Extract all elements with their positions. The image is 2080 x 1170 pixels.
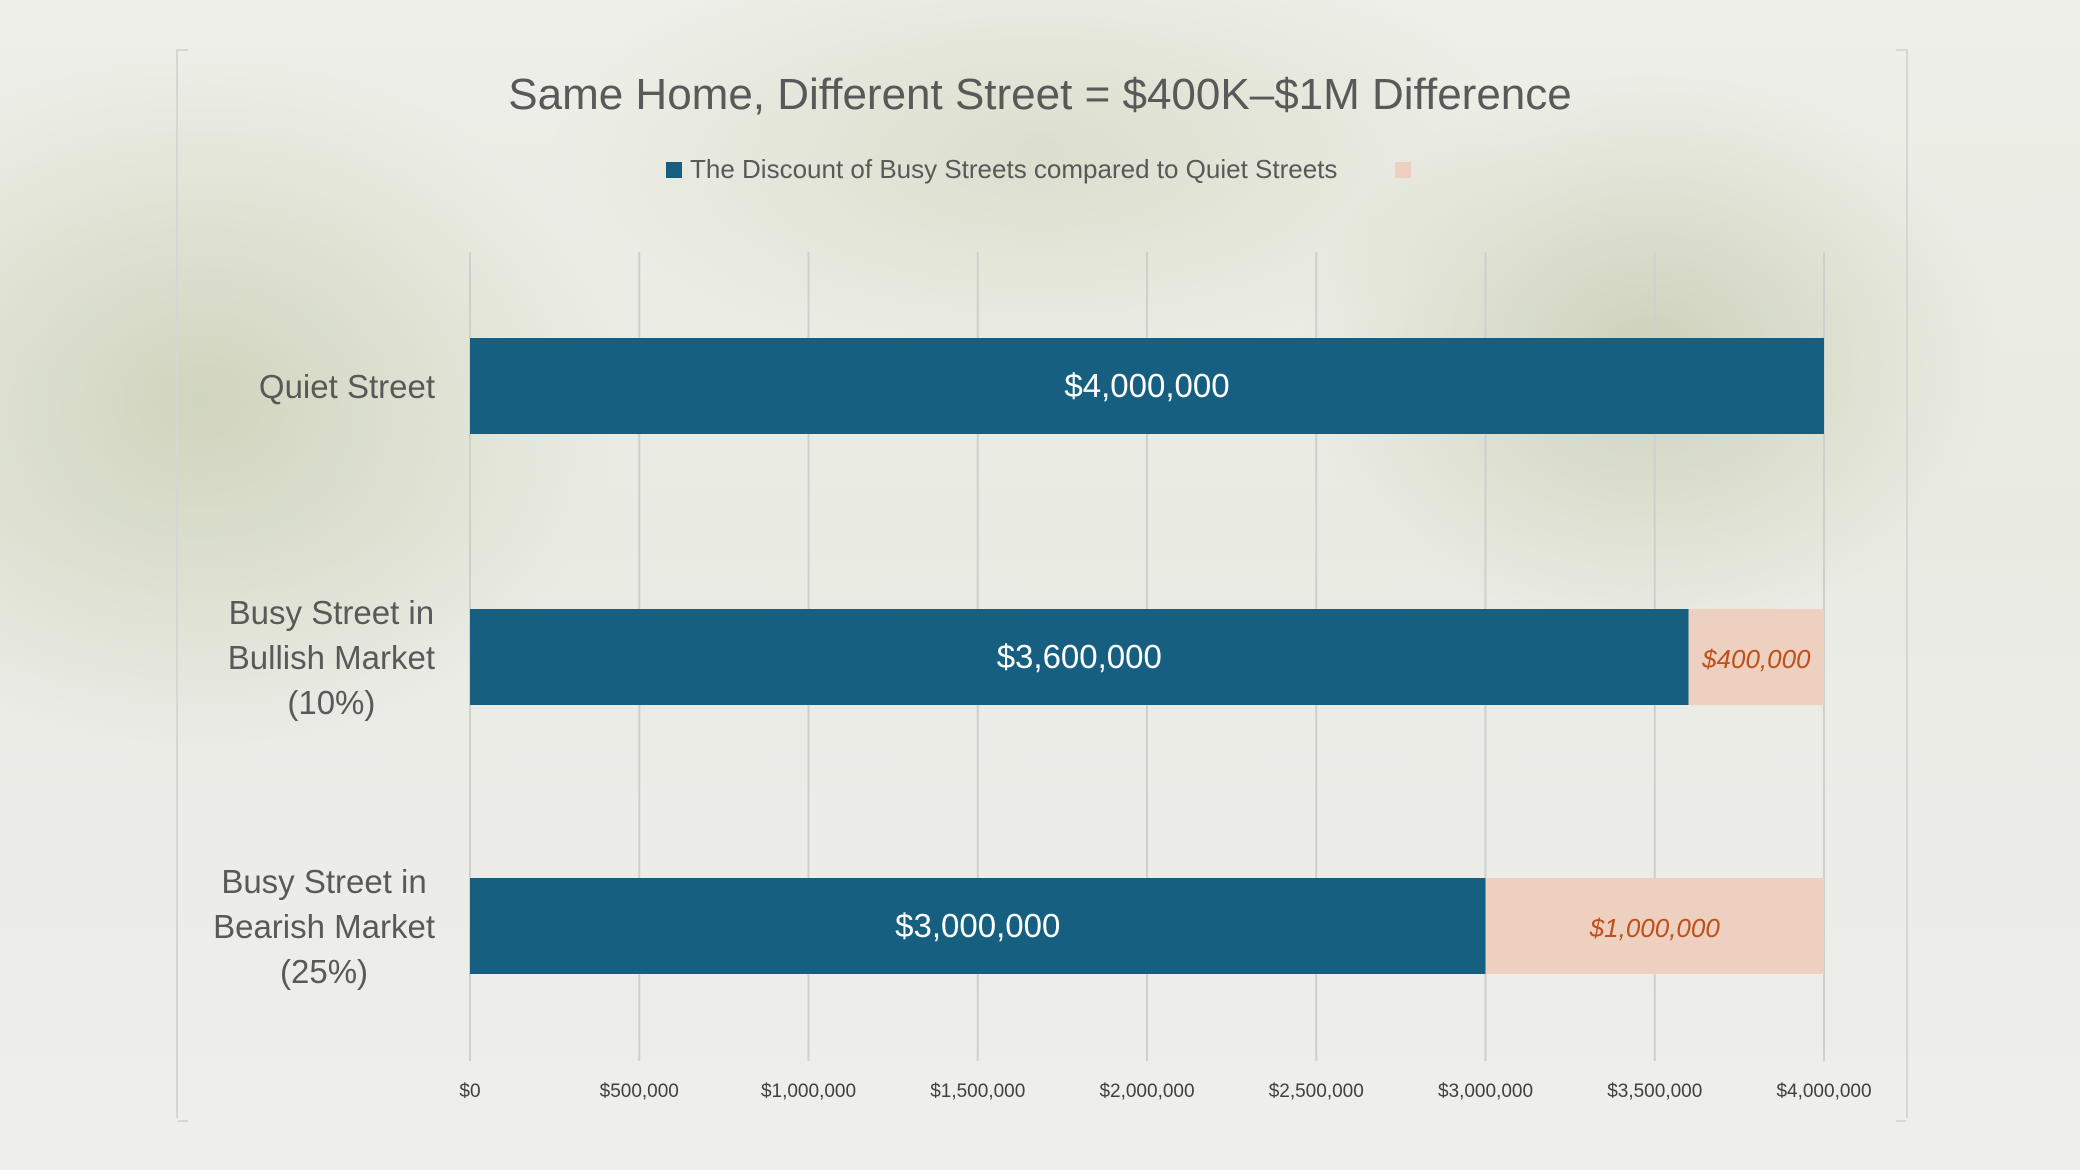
category-label-line: Bullish Market: [227, 638, 435, 676]
category-label: Busy Street in Bullish Market (10%): [228, 590, 435, 725]
bar-value: [470, 878, 1486, 974]
category-label-line: Busy Street in: [221, 862, 427, 900]
data-label: $1,000,000: [1589, 913, 1721, 943]
x-tick-label: $2,500,000: [1269, 1081, 1364, 1102]
bar-value: [470, 609, 1689, 705]
x-tick-label: $3,500,000: [1607, 1081, 1702, 1102]
data-label: $3,000,000: [895, 907, 1060, 944]
category-label-line: (10%): [287, 683, 376, 721]
chart-frame: [176, 49, 1908, 1122]
category-label-line: Bearish Market: [213, 907, 435, 945]
legend: The Discount of Busy Streets compared to…: [666, 154, 1419, 185]
data-label: $3,600,000: [997, 638, 1162, 675]
data-label: $400,000: [1701, 644, 1811, 674]
x-tick-label: $1,000,000: [761, 1081, 856, 1102]
x-tick-label: $3,000,000: [1438, 1081, 1533, 1102]
x-tick-label: $0: [459, 1081, 480, 1102]
category-label-line: (25%): [280, 952, 369, 990]
legend-label-discount: The Discount of Busy Streets compared to…: [690, 154, 1338, 184]
bar-difference: [1485, 878, 1824, 974]
x-tick-label: $500,000: [600, 1081, 679, 1102]
x-tick-label: $4,000,000: [1776, 1081, 1871, 1102]
category-label: Busy Street in Bearish Market (25%): [213, 859, 435, 994]
x-tick-label: $1,500,000: [930, 1081, 1025, 1102]
data-label: $4,000,000: [1064, 367, 1229, 404]
legend-swatch-difference: [1395, 161, 1412, 178]
bar-difference: [1688, 609, 1824, 705]
x-tick-label: $2,000,000: [1099, 1081, 1194, 1102]
category-label-line: Quiet Street: [258, 367, 435, 405]
category-label: Quiet Street: [259, 364, 435, 409]
chart-title: Same Home, Different Street = $400K–$1M …: [508, 70, 1572, 119]
bar-value: [470, 338, 1824, 434]
legend-swatch-discount: [666, 161, 682, 178]
category-label-line: Busy Street in: [228, 593, 435, 631]
